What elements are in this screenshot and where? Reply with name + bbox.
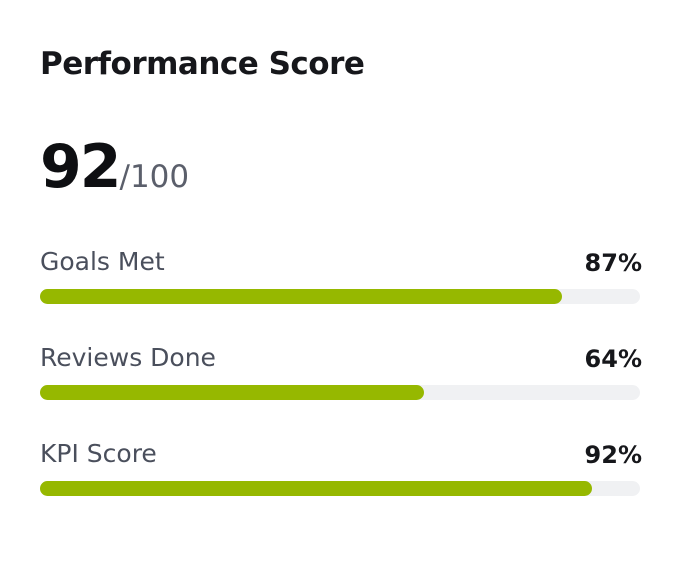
- score: 92/100: [40, 132, 189, 202]
- metric-value-label: 64%: [584, 345, 642, 373]
- score-suffix: /100: [119, 159, 190, 195]
- metric-row: Reviews Done 64%: [40, 343, 642, 423]
- progress-bar: [40, 289, 562, 304]
- progress-track: [40, 385, 640, 400]
- progress-bar: [40, 481, 592, 496]
- metric-value-label: 92%: [584, 441, 642, 469]
- metric-row: Goals Met 87%: [40, 247, 642, 327]
- metric-label: Goals Met: [40, 247, 165, 276]
- metric-label: KPI Score: [40, 439, 157, 468]
- progress-track: [40, 289, 640, 304]
- metric-label: Reviews Done: [40, 343, 216, 372]
- score-value: 92: [40, 132, 121, 202]
- metric-value-label: 87%: [584, 249, 642, 277]
- progress-bar: [40, 385, 424, 400]
- card-title: Performance Score: [40, 46, 365, 82]
- progress-track: [40, 481, 640, 496]
- metric-row: KPI Score 92%: [40, 439, 642, 519]
